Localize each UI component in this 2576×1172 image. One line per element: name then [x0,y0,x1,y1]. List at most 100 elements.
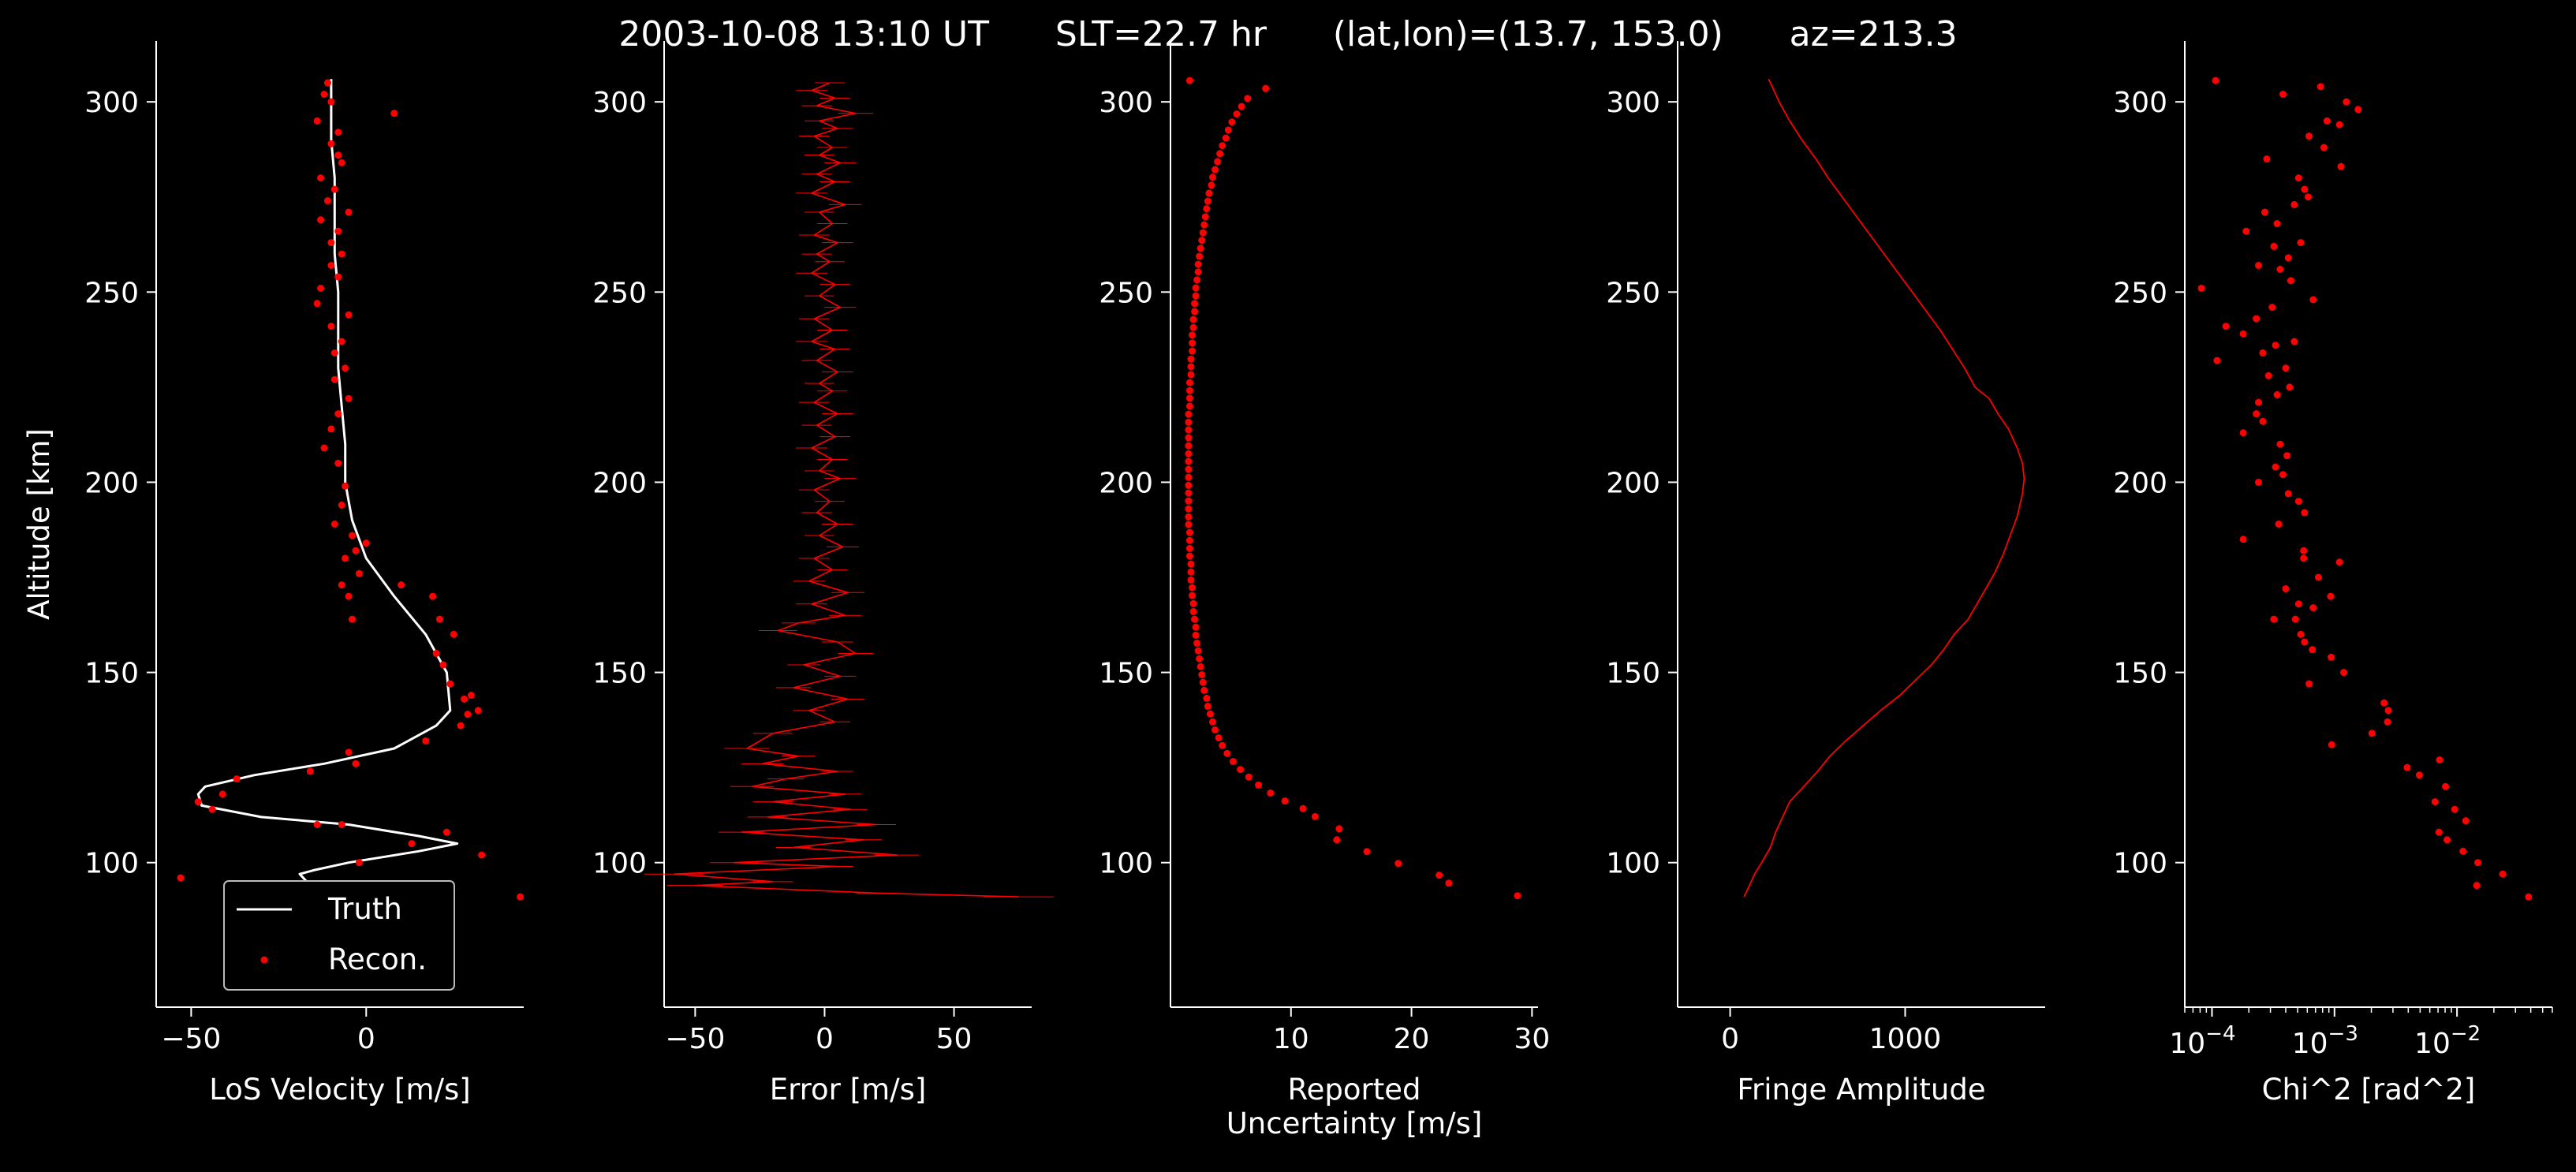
data-point [355,569,363,577]
data-point [1192,284,1200,292]
data-point [2279,91,2287,99]
data-point [2282,364,2290,372]
y-tick-label: 150 [1099,658,1153,690]
data-point [2314,573,2322,581]
data-point [1196,655,1204,663]
y-tick-label: 250 [592,277,647,309]
y-tick-label: 250 [2113,277,2167,309]
data-point [1187,371,1195,379]
y-tick-label: 250 [1606,277,1660,309]
data-point [2294,174,2302,182]
data-point [1198,670,1206,678]
data-point [177,874,185,882]
data-point [2435,828,2443,836]
x-axis-label: Error [m/s] [770,1073,927,1107]
data-point [2335,558,2343,566]
data-point [1185,379,1193,386]
y-tick-label: 150 [2113,658,2167,690]
data-point [1198,237,1206,244]
data-point [2459,847,2467,855]
data-point [1187,560,1195,568]
data-point [1185,505,1193,513]
data-point [1185,457,1193,465]
data-point [2301,509,2309,517]
x-tick-label: 10 [1273,1023,1309,1055]
data-point [464,711,472,719]
data-point [2263,155,2271,163]
data-point [2305,680,2313,688]
data-point [345,394,353,402]
data-point [2239,536,2247,543]
x-tick-label: 1000 [1869,1023,1942,1055]
data-point [2384,718,2391,726]
data-point [1435,872,1443,879]
data-point [1205,189,1213,197]
data-point [327,323,335,330]
x-tick-label: 10−2 [2414,1022,2481,1060]
data-point [474,707,482,715]
data-point [338,501,345,509]
data-point [1189,592,1197,599]
data-point [1194,647,1202,655]
data-point [2239,330,2247,338]
data-point [1262,84,1270,92]
data-point [2442,782,2450,790]
data-point [218,790,226,798]
y-tick-label: 100 [1099,848,1153,880]
data-point [2255,398,2263,406]
data-point [334,273,342,281]
data-point [323,79,331,87]
data-point [2328,653,2335,661]
data-point [1185,513,1193,521]
data-point [2328,741,2335,748]
data-point [2264,371,2272,379]
data-point [1189,339,1197,347]
data-point [2451,805,2458,813]
data-point [450,630,457,638]
data-point [345,208,353,216]
data-point [398,581,405,589]
data-point [2212,77,2219,84]
data-point [2291,615,2299,623]
data-point [334,129,342,136]
data-point [2337,162,2345,170]
y-tick-label: 100 [2113,848,2167,880]
data-point [1208,718,1216,726]
data-point [1229,757,1237,765]
data-point [1193,276,1201,284]
data-point [327,239,335,247]
data-point [1211,166,1219,174]
data-point [1185,402,1193,410]
data-point [1185,386,1193,394]
data-point [442,828,450,836]
series-line-fringe-amplitude [1743,78,2025,898]
data-point [2279,471,2287,479]
data-point [1203,694,1211,702]
y-tick-label: 200 [1099,467,1153,499]
data-point [338,250,345,258]
data-point [1194,260,1202,268]
data-point [478,851,486,859]
data-point [313,300,321,308]
data-point [1189,315,1197,323]
data-point [317,284,325,292]
data-point [2297,239,2305,247]
data-point [1191,615,1199,623]
data-point [2335,121,2343,129]
data-point [1191,300,1199,308]
data-point [2239,429,2247,437]
data-point [2431,798,2439,806]
data-point [1200,221,1208,229]
data-point [2473,882,2481,890]
data-point [1216,150,1224,158]
data-point [2294,498,2302,506]
data-point [1197,663,1204,670]
data-point [342,482,349,490]
data-point [439,661,447,669]
data-point [2368,730,2376,737]
data-point [1222,134,1230,142]
y-tick-label: 100 [1606,848,1660,880]
data-point [313,117,321,125]
data-point [2273,219,2281,227]
